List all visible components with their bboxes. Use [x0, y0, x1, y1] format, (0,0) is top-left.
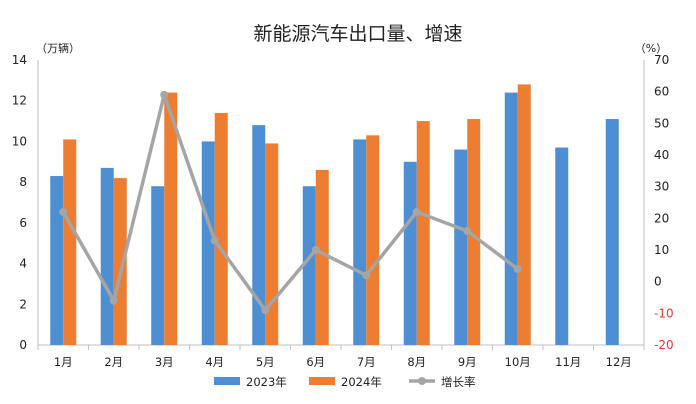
right-axis-tick-label: 60: [654, 85, 669, 99]
bar-2023年: [605, 119, 619, 346]
x-axis-tick-label: 8月: [407, 355, 426, 369]
bar-2023年: [302, 186, 316, 345]
x-axis-tick-label: 11月: [555, 355, 581, 369]
bar-2024年: [467, 119, 481, 346]
bar-2024年: [265, 143, 279, 345]
bar-2024年: [366, 135, 380, 345]
bar-2024年: [214, 112, 228, 345]
right-axis-tick-label: 10: [654, 243, 669, 257]
right-axis-tick-label: 50: [654, 116, 669, 130]
right-axis-tick-label: 30: [654, 180, 669, 194]
bar-2023年: [151, 186, 165, 345]
right-axis-tick-label: 20: [654, 211, 669, 225]
legend-label-增长率: 增长率: [441, 375, 476, 389]
left-axis-tick-label: 10: [12, 134, 27, 148]
bars: [50, 84, 619, 346]
bar-2023年: [454, 149, 468, 345]
axes: [37, 60, 645, 350]
growth-line: [59, 90, 522, 315]
x-axis-tick-label: 4月: [205, 355, 224, 369]
x-axis-tick-label: 10月: [505, 355, 531, 369]
legend-label-2024年: 2024年: [341, 375, 382, 389]
left-axis-tick-label: 8: [19, 175, 27, 189]
left-axis-unit: （万辆）: [36, 41, 80, 55]
legend-swatch-2023年: [214, 377, 240, 385]
right-axis-tick-label: 0: [654, 275, 662, 289]
bar-2024年: [113, 178, 127, 345]
left-axis-tick-label: 14: [12, 53, 27, 67]
x-axis-tick-label: 6月: [306, 355, 325, 369]
bar-2023年: [252, 125, 266, 346]
bar-2024年: [315, 169, 329, 345]
growth-rate-point: [261, 306, 270, 315]
bar-2023年: [201, 141, 215, 345]
x-axis-tick-label: 3月: [155, 355, 174, 369]
bar-2023年: [504, 92, 518, 345]
growth-rate-line: [61, 93, 519, 312]
left-axis-tick-label: 6: [19, 216, 27, 230]
chart-title: 新能源汽车出口量、增速: [253, 23, 462, 45]
bar-2024年: [517, 84, 531, 345]
tick-labels: 0 2 4 6 8 10 12 14 -20 -10 0 10 20 30 40 50 60 70 1月 2月 3月 4月…: [12, 53, 674, 369]
right-axis-tick-label: 40: [654, 148, 669, 162]
bar-2023年: [50, 176, 64, 345]
growth-rate-point: [311, 246, 320, 254]
bar-2023年: [353, 139, 367, 345]
growth-rate-point: [362, 271, 371, 280]
right-axis-tick-label: 70: [654, 53, 669, 67]
legend: 2023年 2024年 增长率: [214, 375, 476, 389]
growth-rate-point: [513, 265, 522, 273]
growth-rate-point: [109, 296, 118, 305]
bar-2023年: [100, 167, 114, 345]
left-axis-tick-label: 0: [19, 338, 27, 352]
x-axis-tick-label: 2月: [104, 355, 123, 369]
growth-rate-point: [59, 208, 68, 216]
right-axis-tick-label: -10: [654, 306, 674, 320]
left-axis-tick-label: 4: [19, 257, 27, 271]
x-axis-tick-label: 7月: [357, 355, 376, 369]
bar-2024年: [164, 92, 178, 345]
growth-rate-point: [412, 208, 421, 216]
x-axis-tick-label: 1月: [54, 355, 73, 369]
legend-swatch-2024年: [309, 377, 335, 385]
growth-rate-point: [463, 227, 472, 235]
x-axis-tick-label: 12月: [606, 355, 632, 369]
bar-2024年: [63, 139, 77, 345]
right-axis-unit: （%）: [635, 42, 667, 55]
growth-rate-point: [160, 90, 169, 99]
legend-label-2023年: 2023年: [246, 375, 287, 389]
bar-2024年: [416, 121, 430, 345]
right-axis-tick-label: -20: [654, 338, 674, 352]
x-axis-tick-label: 9月: [458, 355, 477, 369]
left-axis-tick-label: 2: [19, 297, 27, 311]
legend-marker-增长率: [418, 377, 426, 385]
x-axis-tick-label: 5月: [256, 355, 275, 369]
bar-2023年: [555, 147, 569, 345]
growth-rate-point: [210, 236, 219, 245]
bar-2023年: [403, 161, 417, 345]
left-axis-tick-label: 12: [12, 94, 27, 108]
